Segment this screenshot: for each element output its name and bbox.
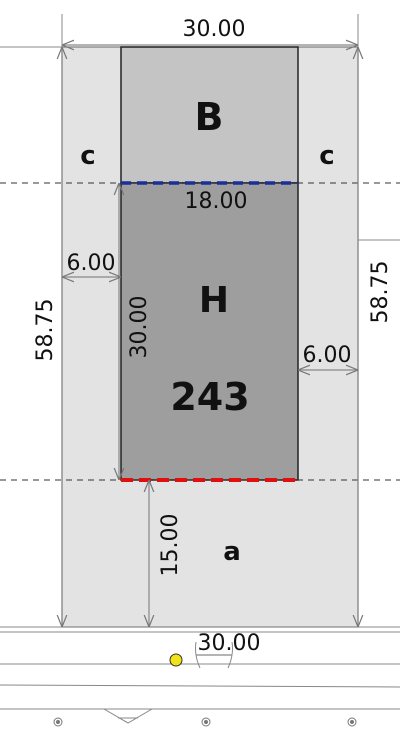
zone-label-c-left: c: [80, 141, 95, 171]
yellow-marker-icon: [169, 653, 183, 667]
survey-point-icon: [53, 717, 357, 727]
zone-label-a: a: [223, 537, 241, 567]
dim-front-depth: 15.00: [158, 514, 183, 577]
house-number: 243: [170, 375, 249, 419]
rear-zone-b: [120, 46, 299, 184]
dim-house-width: 18.00: [185, 189, 248, 214]
dim-side-right: 6.00: [303, 343, 352, 368]
zone-label-h: H: [199, 280, 229, 321]
street: [0, 631, 400, 724]
dim-total-depth-left: 58.75: [33, 299, 58, 362]
dim-side-left: 6.00: [67, 251, 116, 276]
curb-notch: [103, 708, 153, 724]
dim-street-width: 30.00: [198, 631, 261, 656]
dim-top-width: 30.00: [183, 17, 246, 42]
dim-house-depth: 30.00: [127, 296, 152, 359]
dim-total-depth-right: 58.75: [368, 261, 393, 324]
zone-label-c-right: c: [319, 141, 334, 171]
zone-label-b: B: [195, 95, 224, 139]
